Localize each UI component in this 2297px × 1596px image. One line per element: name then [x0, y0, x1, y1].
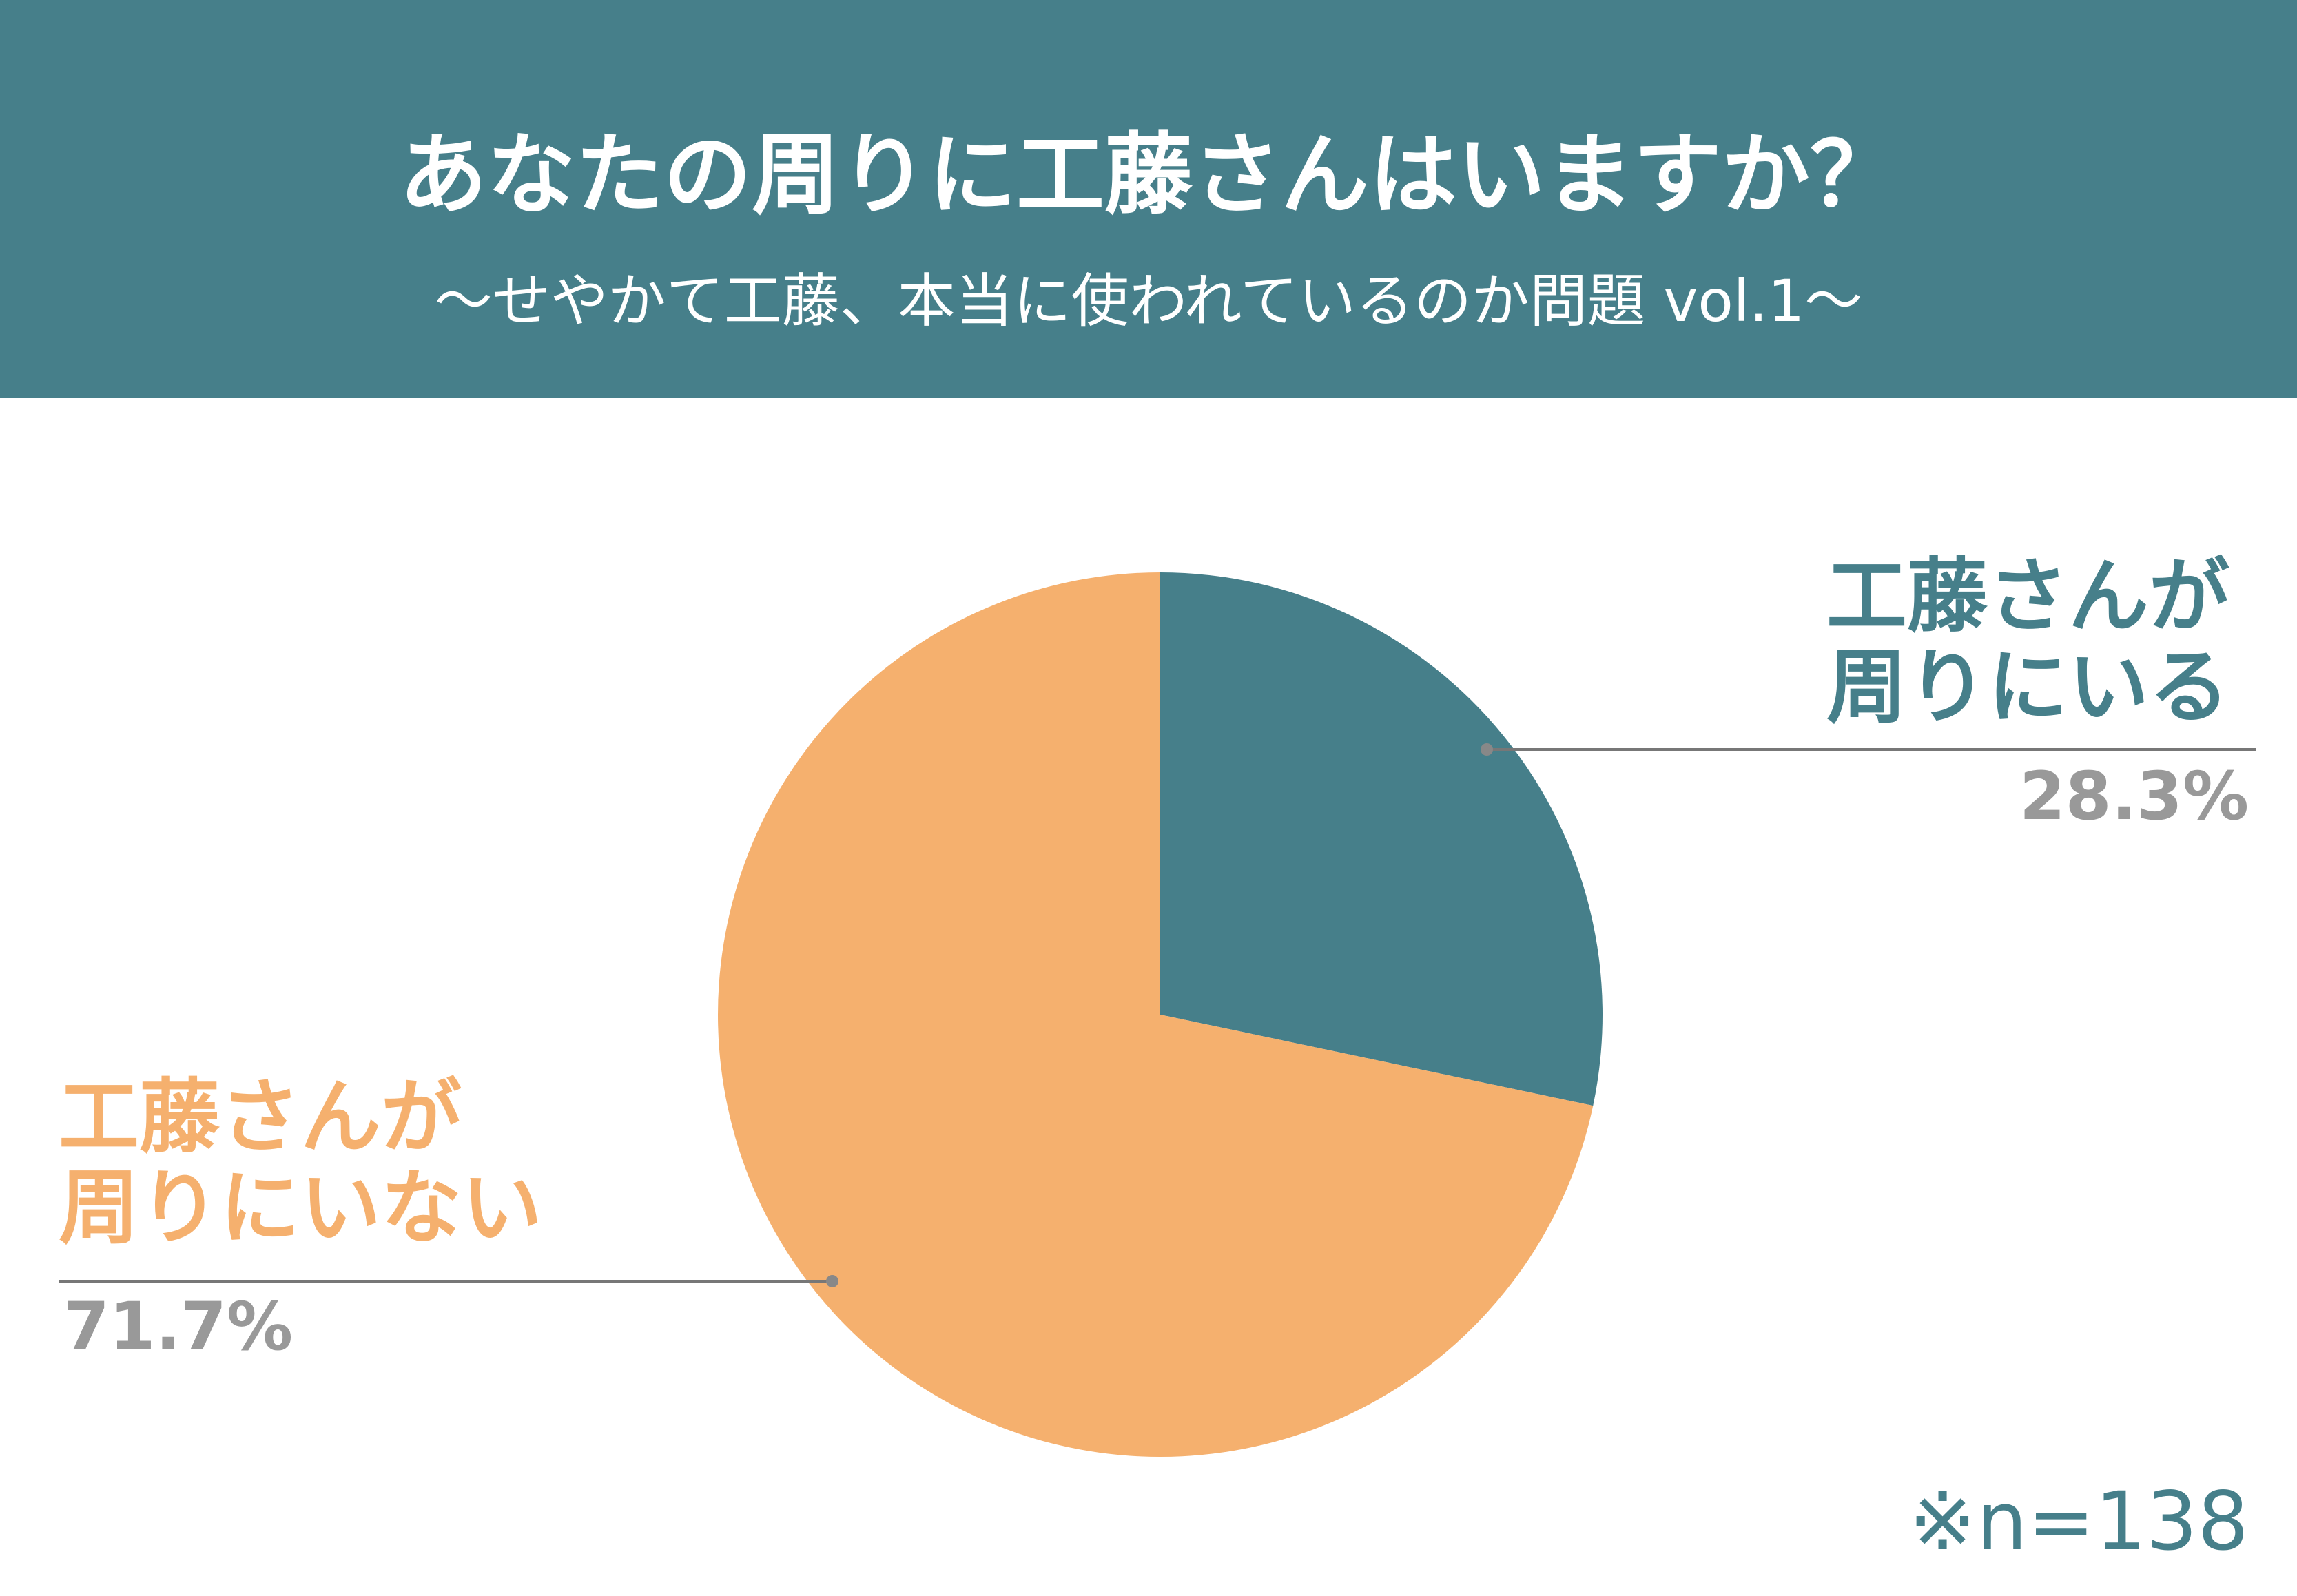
note: ※n=138: [1908, 1474, 2249, 1568]
pie-slice: [717, 572, 1594, 1457]
value-label: 28.3%: [2019, 758, 2249, 835]
slice-label: 工藤さんが 周りにいない: [59, 1070, 543, 1255]
leader-dot: [1481, 743, 1493, 756]
leader-dot: [826, 1275, 838, 1287]
chart-subtitle: 〜せやかて工藤、本当に使われているのか問題 vol.1〜: [434, 267, 1863, 335]
pie-slice: [1160, 572, 1603, 1106]
chart-title: あなたの周りに工藤さんはいますか？: [398, 124, 1898, 227]
header: [0, 0, 2297, 398]
slice-label: 工藤さんが 周りにいる: [1826, 549, 2229, 734]
value-label: 71.7%: [63, 1288, 293, 1365]
